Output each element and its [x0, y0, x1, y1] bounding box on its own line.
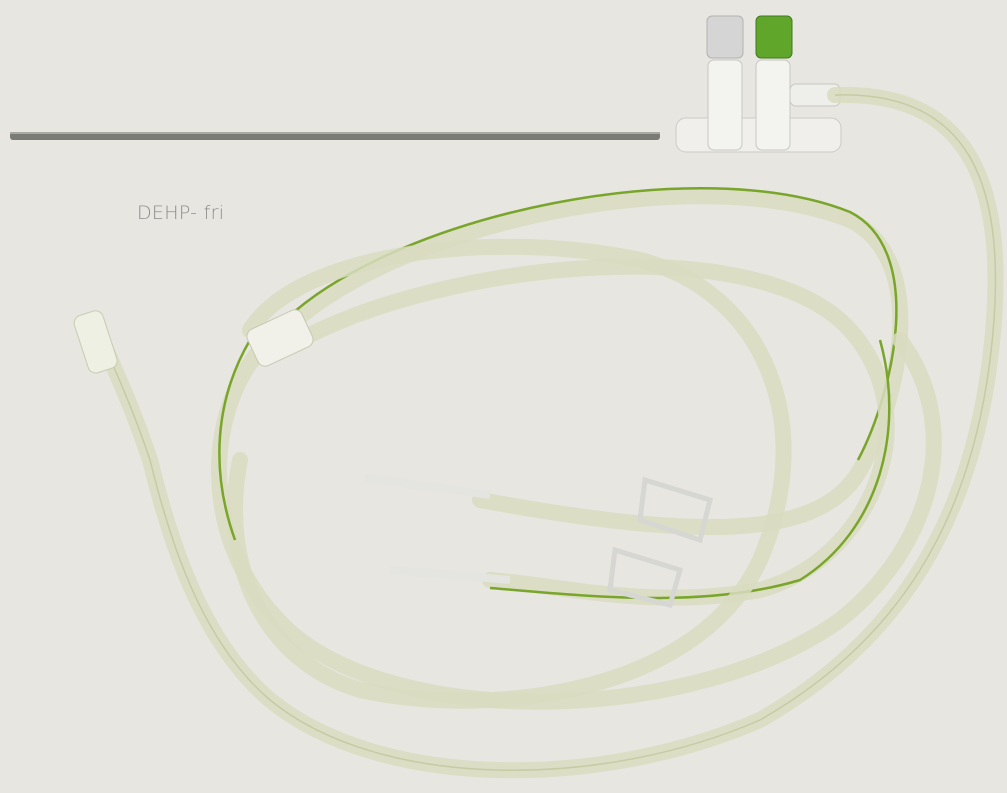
tubing [72, 95, 995, 770]
dehp-free-label: DEHP- fri [137, 202, 224, 224]
rod-highlight [10, 132, 660, 134]
product-illustration [0, 0, 1007, 793]
valve [676, 16, 841, 152]
page: {"label": "DEHP- fri"} DEHP- fri (() => … [0, 0, 1007, 793]
